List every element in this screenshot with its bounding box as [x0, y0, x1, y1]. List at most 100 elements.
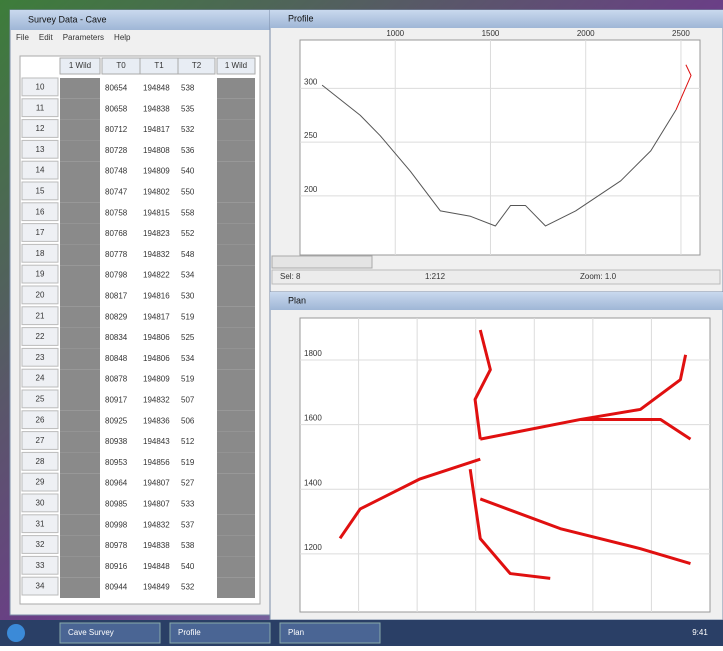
cell [217, 78, 255, 99]
taskbar-label: Plan [288, 628, 304, 637]
cell-value: 194848 [143, 84, 170, 93]
cell [217, 577, 255, 598]
cell [217, 224, 255, 245]
cell-value: 538 [181, 541, 195, 550]
row-number: 21 [36, 311, 45, 320]
row-number: 24 [36, 374, 45, 383]
menu-item[interactable]: Help [114, 33, 131, 42]
cell-value: 540 [181, 562, 195, 571]
cell-value: 80834 [105, 333, 128, 342]
cell [60, 473, 100, 494]
cell-value: 80848 [105, 354, 128, 363]
x-tick-label: 2500 [672, 29, 690, 38]
menu-item[interactable]: File [16, 33, 29, 42]
cell [217, 515, 255, 536]
start-button[interactable] [7, 624, 25, 642]
taskbar-label: Profile [178, 628, 201, 637]
cell [217, 494, 255, 515]
cell-value: 80944 [105, 583, 128, 592]
cell [217, 369, 255, 390]
cell [60, 452, 100, 473]
row-number: 30 [36, 499, 45, 508]
cell [217, 99, 255, 120]
y-tick-label: 1600 [304, 414, 322, 423]
row-number: 12 [36, 124, 45, 133]
cell-value: 194832 [143, 396, 170, 405]
toolbar[interactable] [272, 256, 372, 268]
cell [217, 265, 255, 286]
cell-value: 80712 [105, 125, 128, 134]
y-tick-label: 250 [304, 131, 318, 140]
cell-value: 80985 [105, 500, 128, 509]
plot-area [300, 40, 700, 255]
cell-value: 532 [181, 583, 195, 592]
cell [217, 286, 255, 307]
cell [217, 536, 255, 557]
column-header-label: 1 Wild [69, 61, 91, 70]
cell-value: 194807 [143, 479, 170, 488]
row-number: 13 [36, 145, 45, 154]
cell [217, 244, 255, 265]
menu-item[interactable]: Parameters [63, 33, 104, 42]
cell-value: 194809 [143, 167, 170, 176]
cell [60, 120, 100, 141]
cell-value: 194843 [143, 437, 170, 446]
cell-value: 80728 [105, 146, 128, 155]
screen: Survey Data - Cave Profile Sel: 8 1:212 … [0, 0, 723, 646]
cell [60, 99, 100, 120]
cell [60, 307, 100, 328]
cell-value: 548 [181, 250, 195, 259]
cell-value: 194806 [143, 354, 170, 363]
cell-value: 80768 [105, 229, 128, 238]
cell-value: 194832 [143, 520, 170, 529]
cell-value: 80748 [105, 167, 128, 176]
cell [60, 203, 100, 224]
cell-value: 194823 [143, 229, 170, 238]
column-header-label: T1 [154, 61, 164, 70]
row-number: 29 [36, 478, 45, 487]
cell-value: 194807 [143, 500, 170, 509]
column-header-label: T2 [192, 61, 202, 70]
y-tick-label: 300 [304, 77, 318, 86]
row-number: 17 [36, 228, 45, 237]
cell-value: 550 [181, 188, 195, 197]
cell-value: 537 [181, 520, 195, 529]
cell [217, 307, 255, 328]
window-title: Plan [288, 295, 306, 305]
cell [217, 203, 255, 224]
cell-value: 533 [181, 500, 195, 509]
row-number: 25 [36, 395, 45, 404]
row-number: 33 [36, 561, 45, 570]
cell [60, 224, 100, 245]
cell-value: 80925 [105, 416, 128, 425]
status-text: Zoom: 1.0 [580, 272, 617, 281]
title-bar [270, 10, 723, 28]
menu-item[interactable]: Edit [39, 33, 54, 42]
row-number: 16 [36, 207, 45, 216]
cell-value: 80778 [105, 250, 128, 259]
cell [60, 536, 100, 557]
row-number: 27 [36, 436, 45, 445]
cell-value: 538 [181, 84, 195, 93]
cell-value: 80817 [105, 292, 128, 301]
row-number: 20 [36, 291, 45, 300]
cell-value: 530 [181, 292, 195, 301]
cell-value: 194816 [143, 292, 170, 301]
cell-value: 80917 [105, 396, 128, 405]
cell-value: 80938 [105, 437, 128, 446]
cell-value: 534 [181, 354, 195, 363]
cell [217, 140, 255, 161]
cell-value: 194836 [143, 416, 170, 425]
y-tick-label: 1200 [304, 543, 322, 552]
row-number: 11 [36, 103, 45, 112]
row-number: 32 [36, 540, 45, 549]
row-number: 23 [36, 353, 45, 362]
window-title: Survey Data - Cave [28, 14, 107, 24]
cell-value: 536 [181, 146, 195, 155]
x-tick-label: 2000 [577, 29, 595, 38]
cell-value: 80878 [105, 375, 128, 384]
cell [217, 556, 255, 577]
row-number: 14 [36, 166, 45, 175]
taskbar-label: Cave Survey [68, 628, 114, 637]
cell-value: 194838 [143, 541, 170, 550]
